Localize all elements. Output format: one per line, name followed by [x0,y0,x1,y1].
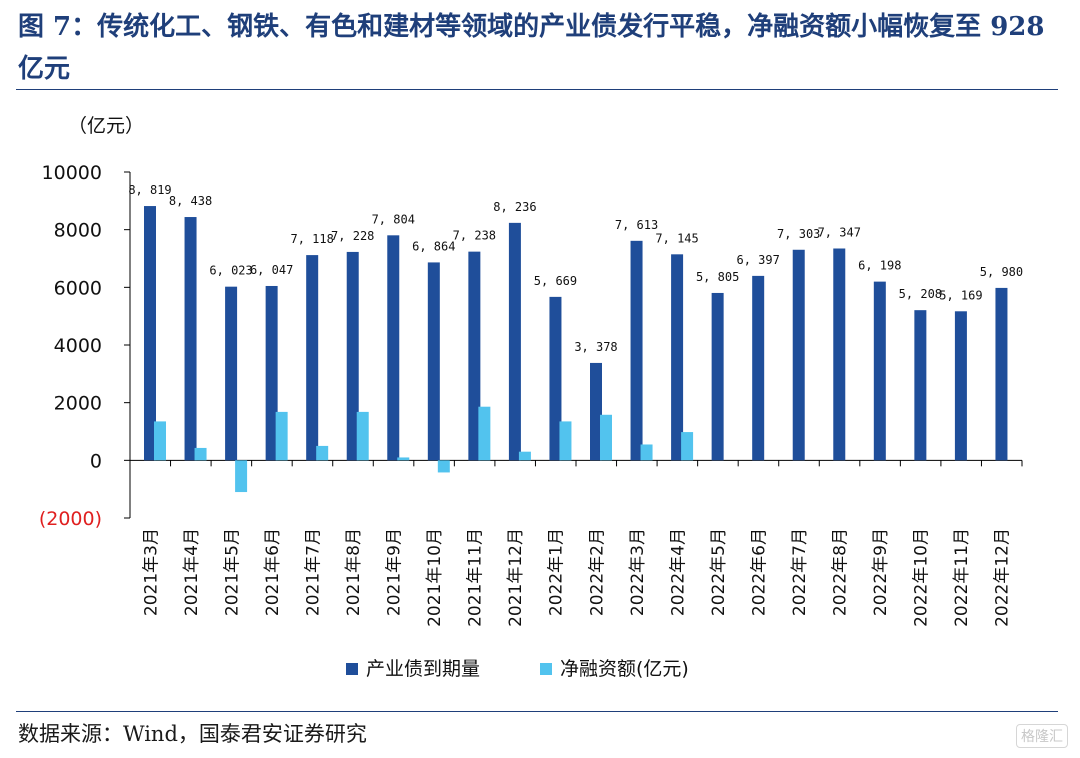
y-tick-label: 2000 [54,393,102,415]
bar-maturity [508,222,521,461]
data-label-maturity: 7, 238 [453,229,496,243]
x-category-label: 2021年4月 [182,528,202,616]
x-category-label: 2021年3月 [141,528,161,616]
bar-maturity [873,281,886,461]
x-category-label: 2022年10月 [912,528,932,627]
data-label-maturity: 8, 236 [493,200,536,214]
x-category-label: 2022年2月 [587,528,607,616]
x-category-label: 2021年6月 [263,528,283,616]
watermark-logo: 格隆汇 [1016,724,1068,748]
x-category-label: 2021年8月 [344,528,364,616]
bar-net-financing [235,460,248,493]
bar-maturity [427,262,440,461]
y-tick-label: 10000 [42,162,102,184]
bar-maturity [995,287,1008,461]
data-label-maturity: 7, 804 [372,212,415,226]
data-label-maturity: 7, 118 [291,232,334,246]
bar-maturity [144,206,156,461]
bar-maturity [346,251,359,461]
x-category-label: 2022年5月 [709,528,729,616]
figure-title: 图 7：传统化工、钢铁、有色和建材等领域的产业债发行平稳，净融资额小幅恢复至 9… [18,12,1045,84]
x-category-label: 2022年8月 [831,528,851,616]
data-label-maturity: 5, 980 [980,265,1023,279]
bar-net-financing [356,411,369,461]
data-label-maturity: 6, 198 [858,259,901,273]
bar-maturity [549,296,562,461]
data-label-maturity: 3, 378 [574,340,617,354]
bar-maturity [954,311,967,461]
bar-net-financing [640,444,653,461]
x-category-label: 2022年9月 [871,528,891,616]
bar-maturity [265,285,278,461]
x-category-label: 2021年9月 [385,528,405,616]
bar-maturity [184,217,197,461]
data-label-maturity: 7, 347 [818,225,861,239]
y-tick-label: 6000 [54,277,102,299]
bar-maturity [630,240,643,461]
x-category-label: 2022年6月 [749,528,769,616]
x-category-label: 2021年5月 [222,528,242,616]
data-label-maturity: 6, 864 [412,239,455,253]
x-category-label: 2021年10月 [425,528,445,627]
legend-swatch-maturity [346,663,358,675]
source-note: 数据来源：Wind，国泰君安证券研究 [18,722,367,746]
bar-net-financing [437,460,450,473]
x-category-label: 2022年4月 [668,528,688,616]
data-label-maturity: 8, 819 [128,183,171,197]
data-label-maturity: 5, 669 [534,274,577,288]
data-label-maturity: 5, 805 [696,270,739,284]
x-category-label: 2022年3月 [628,528,648,616]
x-category-label: 2021年11月 [466,528,486,627]
bar-net-financing [194,447,207,461]
bar-maturity [671,254,684,461]
legend-swatch-net-financing [540,663,552,675]
bar-net-financing [478,406,491,461]
bar-net-financing [397,457,410,461]
data-label-maturity: 6, 023 [209,264,252,278]
data-label-maturity: 5, 208 [899,287,942,301]
data-label-maturity: 7, 613 [615,218,658,232]
bar-maturity [914,310,927,461]
y-axis-unit-label: （亿元） [68,115,144,137]
bar-net-financing [681,432,694,461]
bar-net-financing [275,411,288,461]
y-tick-label: 4000 [54,335,102,357]
bar-maturity [711,292,724,461]
bar-maturity [468,251,481,461]
y-tick-label: (2000) [39,508,102,530]
bar-net-financing [600,414,612,461]
bar-maturity [387,235,400,461]
data-label-maturity: 8, 438 [169,194,212,208]
data-label-maturity: 7, 303 [777,227,820,241]
x-category-label: 2022年1月 [547,528,567,616]
bar-net-financing [518,451,531,461]
legend-label-net-financing: 净融资额(亿元) [560,658,689,680]
x-category-label: 2022年7月 [790,528,810,616]
x-category-label: 2021年12月 [506,528,526,627]
x-category-label: 2022年12月 [993,528,1013,627]
legend-label-maturity: 产业债到期量 [366,658,480,680]
y-tick-label: 8000 [54,220,102,242]
bar-maturity [590,362,602,461]
bar-maturity [225,286,238,461]
source-divider [16,711,1058,712]
bar-maturity [792,249,805,461]
data-label-maturity: 6, 397 [737,253,780,267]
data-label-maturity: 6, 047 [250,263,293,277]
x-category-label: 2022年11月 [952,528,972,627]
bar-net-financing [154,421,166,461]
data-label-maturity: 7, 228 [331,229,374,243]
bar-maturity [306,255,319,461]
data-label-maturity: 5, 169 [939,288,982,302]
bar-maturity [752,275,765,461]
title-divider [16,89,1058,90]
bar-net-financing [316,445,329,461]
x-category-label: 2021年7月 [303,528,323,616]
data-label-maturity: 7, 145 [655,231,698,245]
bar-net-financing [559,421,572,461]
y-tick-label: 0 [90,450,102,472]
bar-maturity [833,248,846,461]
